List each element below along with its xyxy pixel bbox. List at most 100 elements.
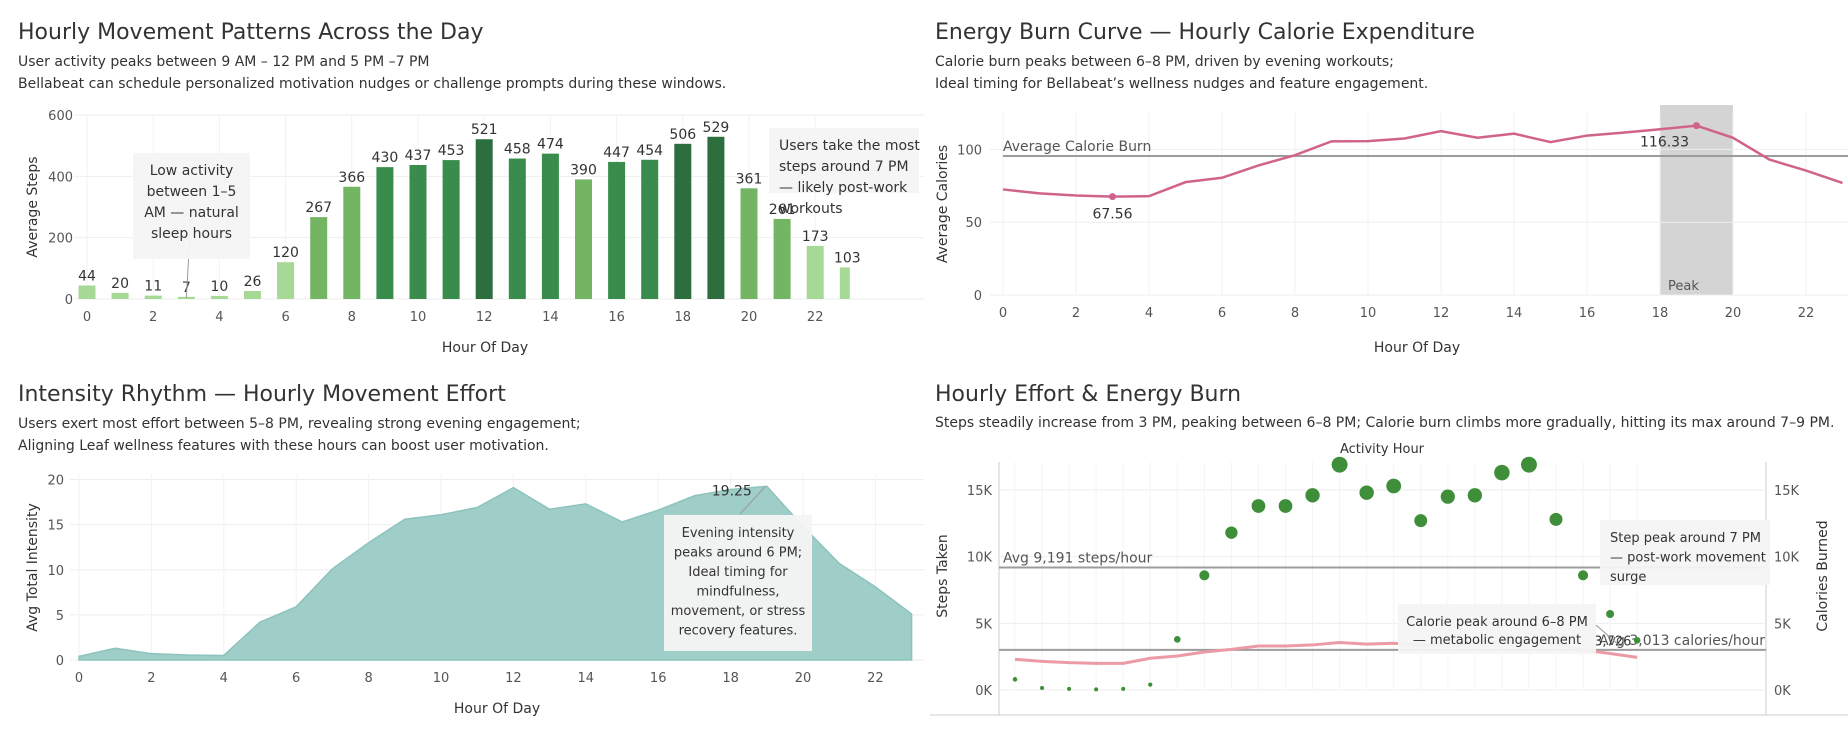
reference-line-label: Average Calorie Burn: [1003, 139, 1151, 155]
x-tick-label: 22: [1798, 306, 1815, 321]
steps-chart-subtitle-2: Bellabeat can schedule personalized moti…: [18, 76, 727, 92]
x-tick-label: 14: [542, 310, 559, 325]
steps-point: [1225, 526, 1238, 539]
calorie-line-chart: Peak 0 50 100 0 2 4 6 8 10 12 14 16 18 20 22 Average Cal…: [935, 105, 1848, 356]
x-tick-label: 6: [292, 671, 300, 686]
steps-chart-subtitle-1: User activity peaks between 9 AM – 12 PM…: [18, 54, 430, 70]
y-axis-title: Avg Total Intensity: [25, 503, 41, 631]
bar: [277, 262, 295, 299]
x-tick-label: 16: [1579, 306, 1596, 321]
x-tick-label: 18: [1652, 306, 1669, 321]
combined-chart-subtitle-1: Steps steadily increase from 3 PM, peaki…: [935, 415, 1835, 431]
bar: [740, 188, 758, 299]
calorie-series-line: [1002, 124, 1843, 198]
steps-point: [1173, 635, 1181, 643]
steps-chart-title: Hourly Movement Patterns Across the Day: [18, 20, 484, 45]
bar: [475, 139, 493, 299]
bar: [111, 292, 129, 299]
x-tick-label: 8: [364, 671, 372, 686]
annotation-step-peak-line: Step peak around 7 PM: [1610, 531, 1761, 546]
calories-chart-title: Energy Burn Curve — Hourly Calorie Expen…: [935, 20, 1475, 45]
annotation-evening-intensity-line: movement, or stress: [671, 604, 806, 619]
steps-point: [1331, 456, 1348, 473]
bar: [806, 245, 824, 299]
x-tick-label: 20: [1725, 306, 1742, 321]
bar-data-label: 10: [210, 279, 228, 295]
annotation-evening-intensity-line: mindfulness,: [696, 585, 779, 600]
calories-chart-subtitle-2: Ideal timing for Bellabeat’s wellness nu…: [935, 76, 1429, 92]
y-tick-label: 400: [48, 170, 73, 185]
bar: [508, 158, 526, 299]
x-axis-title: Hour Of Day: [442, 340, 528, 356]
bar-data-label: 267: [305, 200, 332, 216]
annotation-peak-steps-line: workouts: [779, 201, 843, 217]
annotation-peak-steps-line: Users take the most: [779, 138, 920, 154]
y-tick-label: 0: [974, 289, 982, 304]
x-tick-label: 4: [215, 310, 223, 325]
intensity-chart-subtitle-2: Aligning Leaf wellness features with the…: [18, 438, 549, 454]
x-tick-label: 10: [433, 671, 450, 686]
bar: [575, 179, 592, 299]
x-tick-label: 8: [1291, 306, 1299, 321]
x-tick-label: 12: [1433, 306, 1450, 321]
annotation-evening-intensity-line: Ideal timing for: [688, 565, 788, 580]
x-tick-label: 6: [1218, 306, 1226, 321]
x-tick-label: 2: [1072, 306, 1080, 321]
steps-point: [1606, 609, 1615, 619]
bar-data-label: 361: [736, 171, 763, 187]
bar: [541, 153, 559, 299]
bar-data-label: 437: [405, 148, 432, 164]
chart-title: Activity Hour: [1340, 442, 1425, 457]
bar: [773, 218, 791, 299]
steps-point: [1039, 685, 1045, 691]
annotation-evening-intensity-line: Evening intensity: [682, 526, 795, 541]
steps-point: [1467, 488, 1483, 503]
bar: [641, 159, 659, 299]
bar: [608, 161, 626, 299]
annotation-low-activity-line: AM — natural: [144, 205, 239, 221]
x-tick-label: 16: [650, 671, 667, 686]
x-tick-label: 4: [1145, 306, 1153, 321]
combined-dual-axis-chart: Activity Hour0K0K5K5K10K10K15K15K0123456…: [930, 442, 1848, 716]
steps-bar-chart: 0 200 400 600 0 2 4 6 8 10 12 14 16 18 20 22 44 20 11 7 10 26…: [25, 109, 924, 356]
bar: [376, 167, 394, 299]
bar: [343, 186, 361, 299]
combined-chart-title: Hourly Effort & Energy Burn: [935, 382, 1242, 407]
data-label: 67.56: [1092, 207, 1132, 223]
y-tick-label-left: 5K: [975, 617, 992, 632]
bar-data-label: 458: [504, 142, 531, 158]
annotation-peak-steps-bg: [769, 128, 919, 193]
bar-data-label: 173: [802, 229, 829, 245]
y-tick-label: 50: [965, 216, 982, 231]
y-tick-label: 0: [65, 293, 73, 308]
bar-data-label: 529: [703, 120, 730, 136]
annotation-peak-steps-line: steps around 7 PM: [779, 159, 909, 175]
x-tick-label: 20: [741, 310, 758, 325]
annotation-evening-intensity: Evening intensity peaks around 6 PM; Ideal…: [664, 515, 812, 651]
x-tick-label: 6: [281, 310, 289, 325]
x-tick-label: 4: [220, 671, 228, 686]
bar: [442, 160, 460, 299]
y-tick-label-right: 15K: [1774, 484, 1800, 499]
steps-reference-label: Avg 9,191 steps/hour: [1003, 550, 1153, 566]
bar-data-label: 506: [669, 127, 696, 143]
peak-band-label: Peak: [1668, 279, 1699, 294]
steps-point: [1278, 499, 1293, 513]
annotation-step-peak: Step peak around 7 PM — post-work movemen…: [1600, 520, 1770, 585]
peak-band: [1660, 105, 1733, 295]
y-tick-label: 100: [957, 143, 982, 158]
annotation-evening-intensity-bg: [664, 515, 812, 651]
y-axis-title-left: Steps Taken: [935, 534, 951, 618]
bar-data-label: 26: [244, 274, 262, 290]
bar-data-label: 44: [78, 269, 96, 285]
bar-data-label: 454: [636, 143, 663, 159]
steps-point: [1094, 687, 1099, 692]
bar-data-label: 430: [372, 150, 399, 166]
calories-reference-label: Avg 3,013 calories/hour: [1599, 633, 1765, 649]
data-point: [1109, 193, 1116, 201]
y-tick-label: 0: [56, 654, 64, 669]
intensity-chart-title: Intensity Rhythm — Hourly Movement Effor…: [18, 382, 506, 407]
steps-point: [1012, 677, 1018, 682]
y-tick-label-right: 5K: [1774, 617, 1791, 632]
bar-data-label: 7: [182, 280, 191, 296]
